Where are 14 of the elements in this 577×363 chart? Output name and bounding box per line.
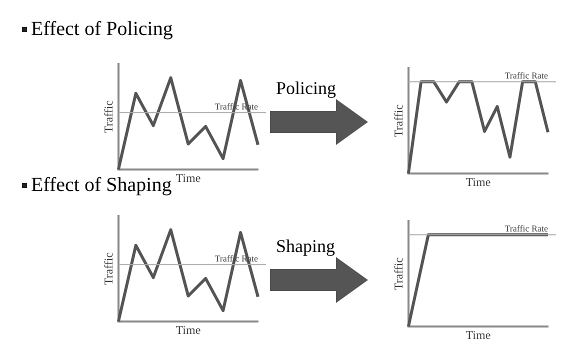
chart-title: Effect of Policing bbox=[31, 18, 173, 41]
ref-line-label: Traffic Rate bbox=[504, 224, 548, 234]
x-axis-title: Time bbox=[176, 170, 201, 185]
text: Policing bbox=[276, 78, 338, 99]
y-axis-title: Traffic bbox=[391, 104, 406, 138]
x-axis-title: Time bbox=[466, 174, 491, 189]
x-axis-title: Time bbox=[466, 328, 491, 342]
y-axis-title: Traffic bbox=[101, 252, 116, 286]
chart-title: Effect of Shaping bbox=[31, 174, 172, 197]
ref-line-label: Traffic Rate bbox=[504, 70, 548, 81]
y-axis-title: Traffic bbox=[391, 257, 406, 290]
y-axis-title: Traffic bbox=[101, 100, 116, 134]
x-axis-title: Time bbox=[176, 322, 201, 337]
text: Shaping bbox=[276, 236, 336, 257]
